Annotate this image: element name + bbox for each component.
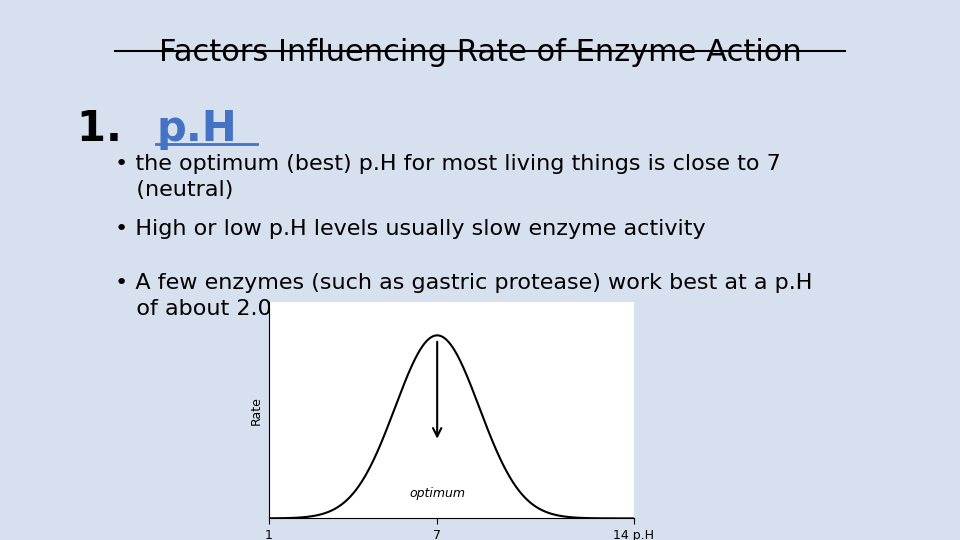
Text: • the optimum (best) p.H for most living things is close to 7
   (neutral): • the optimum (best) p.H for most living… [115,154,780,200]
Y-axis label: Rate: Rate [251,396,263,425]
Text: optimum: optimum [409,487,466,500]
Text: 1.: 1. [77,108,136,150]
Text: • A few enzymes (such as gastric protease) work best at a p.H
   of about 2.0: • A few enzymes (such as gastric proteas… [115,273,812,319]
Text: p.H: p.H [156,108,237,150]
Text: Factors Influencing Rate of Enzyme Action: Factors Influencing Rate of Enzyme Actio… [158,38,802,67]
Text: • High or low p.H levels usually slow enzyme activity: • High or low p.H levels usually slow en… [115,219,706,239]
